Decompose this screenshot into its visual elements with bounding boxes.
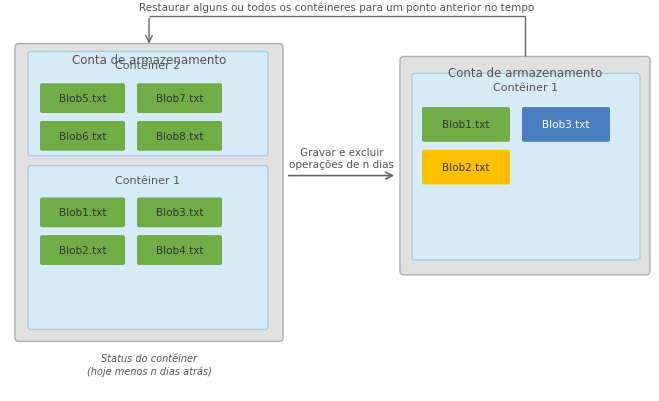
- Text: Contêiner 1: Contêiner 1: [494, 83, 559, 93]
- FancyBboxPatch shape: [15, 45, 283, 342]
- Text: Conta de armazenamento: Conta de armazenamento: [448, 67, 602, 80]
- Text: Blob7.txt: Blob7.txt: [156, 94, 203, 104]
- FancyBboxPatch shape: [522, 108, 610, 142]
- FancyBboxPatch shape: [40, 84, 125, 114]
- Text: Blob8.txt: Blob8.txt: [156, 132, 203, 142]
- Text: Status do contêiner
(hoje menos n dias atrás): Status do contêiner (hoje menos n dias a…: [86, 353, 212, 376]
- FancyBboxPatch shape: [400, 57, 650, 275]
- Text: Conta de armazenamento: Conta de armazenamento: [72, 54, 226, 67]
- Text: Contêiner 2: Contêiner 2: [115, 61, 181, 71]
- Text: Blob2.txt: Blob2.txt: [59, 245, 106, 255]
- FancyBboxPatch shape: [137, 235, 222, 265]
- Text: Blob6.txt: Blob6.txt: [59, 132, 106, 142]
- FancyBboxPatch shape: [40, 122, 125, 152]
- Text: Restaurar alguns ou todos os contêineres para um ponto anterior no tempo: Restaurar alguns ou todos os contêineres…: [139, 2, 534, 13]
- FancyBboxPatch shape: [40, 198, 125, 228]
- FancyBboxPatch shape: [137, 122, 222, 152]
- Text: Blob1.txt: Blob1.txt: [59, 208, 106, 218]
- FancyBboxPatch shape: [137, 198, 222, 228]
- Text: Blob3.txt: Blob3.txt: [156, 208, 203, 218]
- FancyBboxPatch shape: [422, 108, 510, 142]
- FancyBboxPatch shape: [28, 166, 268, 330]
- Text: Blob5.txt: Blob5.txt: [59, 94, 106, 104]
- Text: Contêiner 1: Contêiner 1: [115, 175, 181, 185]
- Text: Blob3.txt: Blob3.txt: [542, 120, 590, 130]
- FancyBboxPatch shape: [28, 52, 268, 156]
- Text: Blob1.txt: Blob1.txt: [442, 120, 490, 130]
- FancyBboxPatch shape: [137, 84, 222, 114]
- FancyBboxPatch shape: [40, 235, 125, 265]
- Text: Blob2.txt: Blob2.txt: [442, 163, 490, 173]
- Text: Gravar e excluir
operações de n dias: Gravar e excluir operações de n dias: [289, 148, 394, 169]
- FancyBboxPatch shape: [412, 74, 640, 260]
- Text: Blob4.txt: Blob4.txt: [156, 245, 203, 255]
- FancyBboxPatch shape: [422, 150, 510, 185]
